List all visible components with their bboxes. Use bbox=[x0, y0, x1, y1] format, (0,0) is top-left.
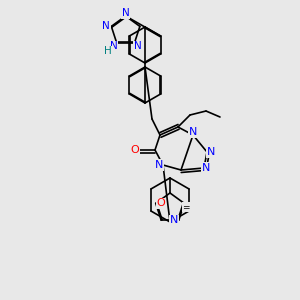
Text: N: N bbox=[207, 147, 215, 157]
Text: N: N bbox=[134, 41, 141, 51]
Text: =: = bbox=[182, 203, 190, 212]
Text: O: O bbox=[130, 145, 140, 155]
Text: O: O bbox=[156, 198, 165, 208]
Text: N: N bbox=[202, 163, 210, 173]
Text: N: N bbox=[102, 21, 110, 32]
Text: N: N bbox=[122, 8, 130, 18]
Text: H: H bbox=[104, 46, 112, 56]
Text: N: N bbox=[110, 41, 118, 51]
Text: N: N bbox=[155, 160, 163, 170]
Text: N: N bbox=[189, 127, 197, 137]
Text: N: N bbox=[169, 215, 178, 225]
